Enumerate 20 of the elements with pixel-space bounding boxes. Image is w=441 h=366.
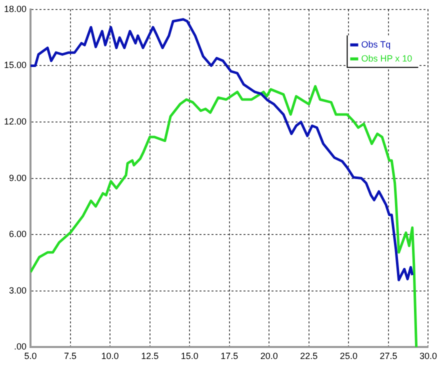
legend-label: Obs Tq — [361, 39, 391, 50]
x-tick-label: 5.0 — [24, 351, 37, 362]
x-tick-label: 30.0 — [419, 351, 438, 362]
y-tick-label: .00 — [14, 342, 27, 352]
x-tick-label: 25.0 — [340, 351, 358, 362]
y-tick-label: 9.00 — [8, 172, 27, 183]
y-tick-label: 18.00 — [4, 4, 27, 14]
x-tick-label: 7.5 — [64, 351, 77, 362]
x-tick-label: 22.5 — [300, 351, 318, 362]
x-tick-label: 27.5 — [380, 351, 398, 362]
x-tick-label: 10.0 — [101, 351, 119, 362]
x-tick-label: 17.5 — [220, 351, 238, 362]
legend-label: Obs HP x 10 — [361, 53, 412, 64]
x-tick-label: 12.5 — [141, 351, 159, 362]
x-tick-label: 15.0 — [180, 351, 198, 362]
x-tick-label: 20.0 — [260, 351, 278, 362]
y-tick-label: 6.00 — [8, 229, 27, 240]
y-tick-label: 12.00 — [4, 116, 27, 126]
y-tick-label: 15.00 — [4, 60, 27, 70]
y-tick-label: 3.00 — [8, 285, 27, 296]
